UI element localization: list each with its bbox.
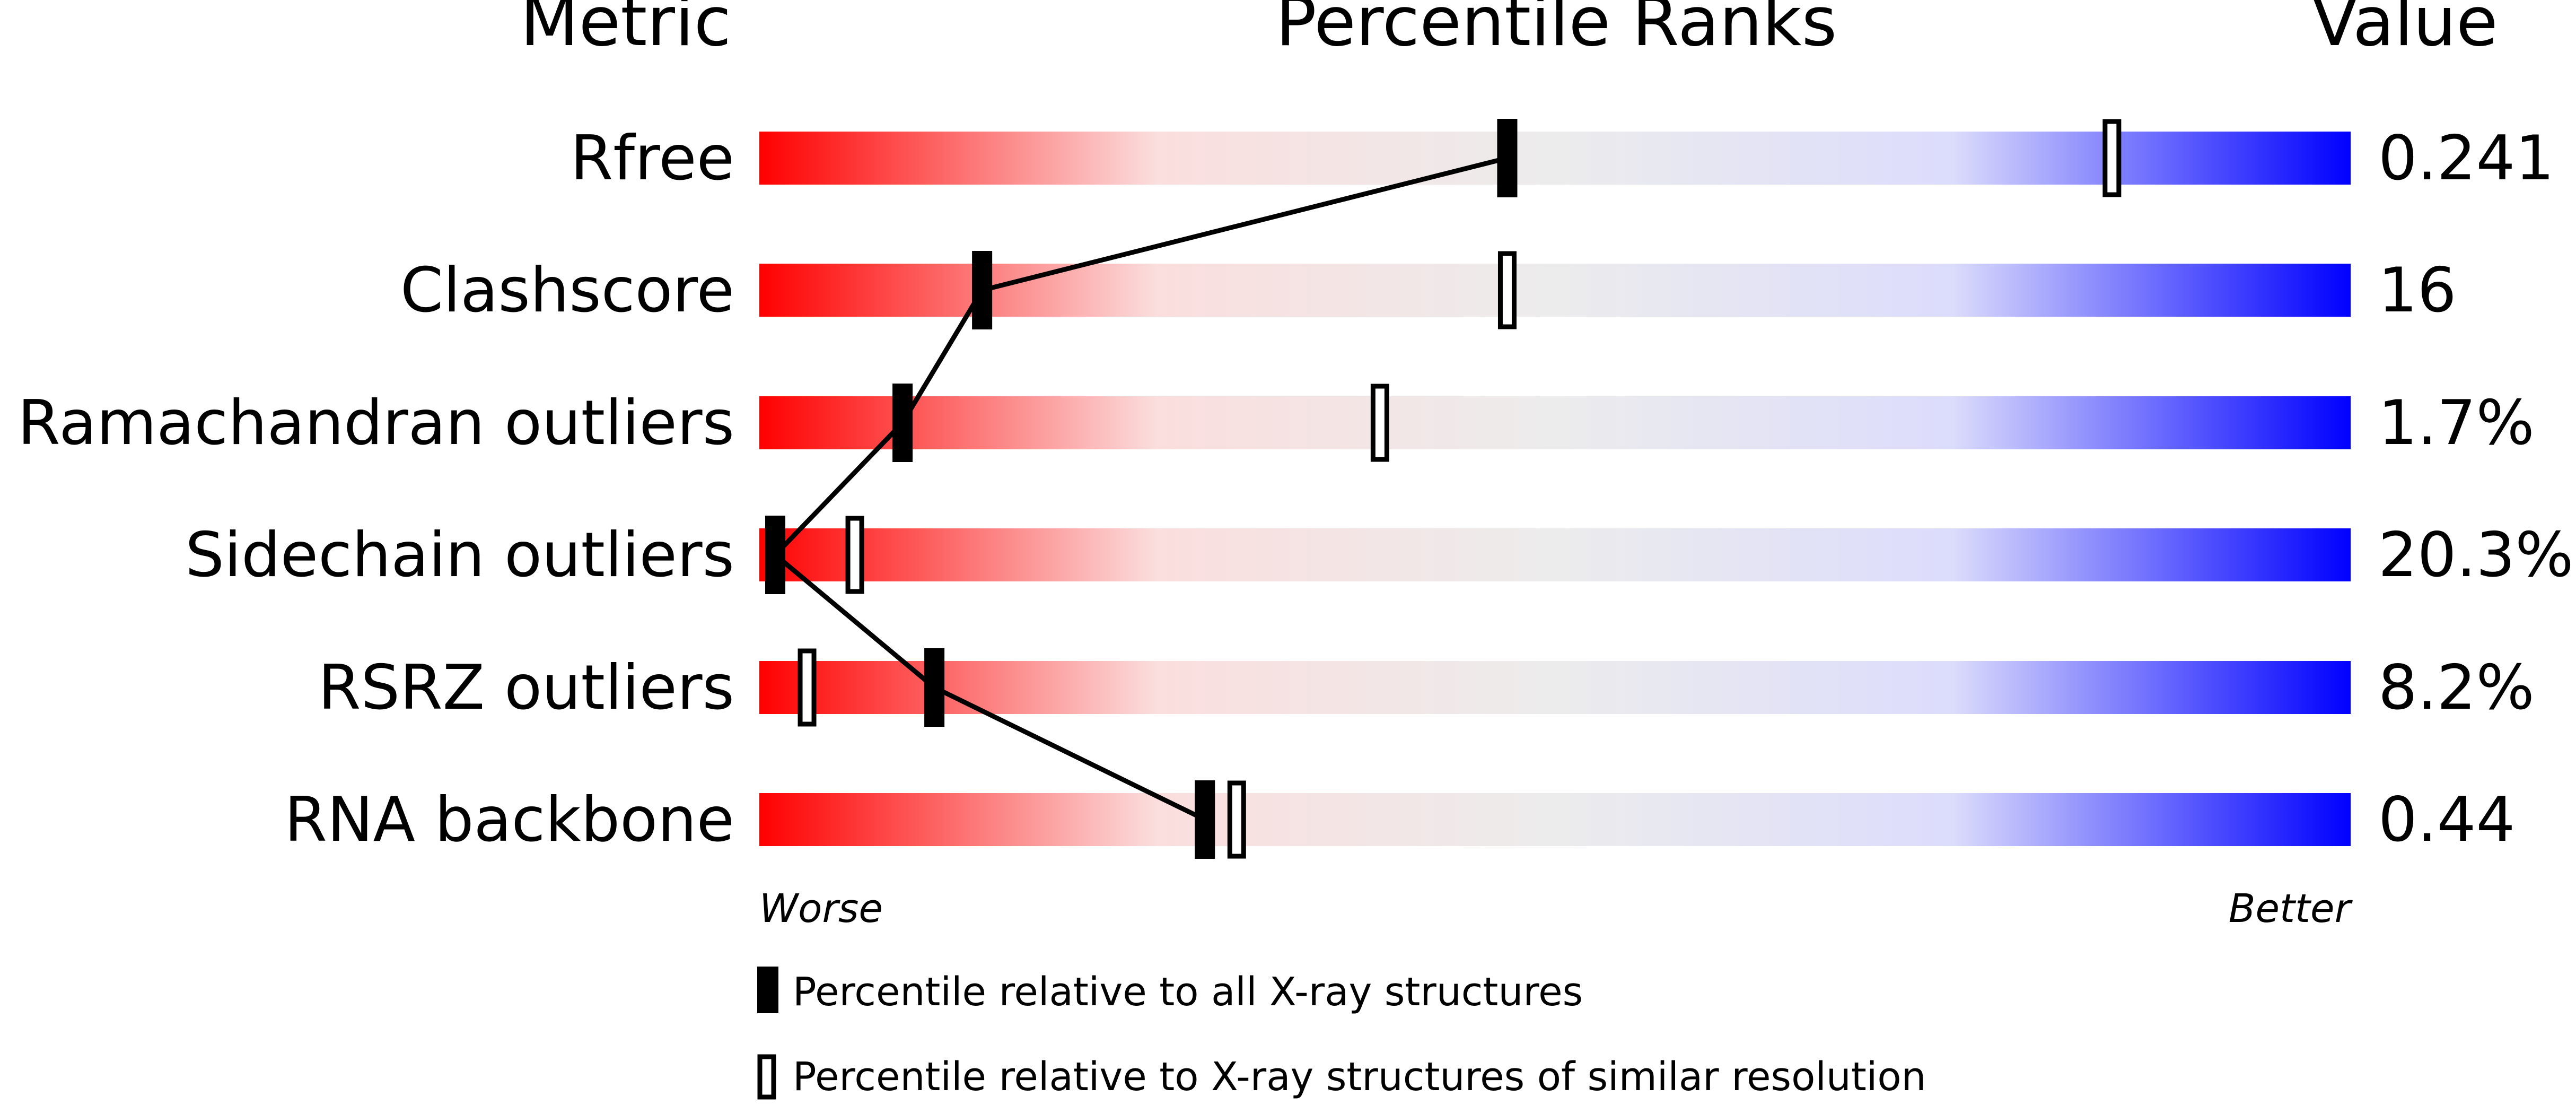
similar-resolution-percentile-marker: [2102, 119, 2122, 197]
metric-labels: Rfree Clashscore Ramachandran outliers Side…: [17, 123, 734, 856]
metric-label: RNA backbone: [284, 784, 734, 856]
all-structures-percentile-marker: [765, 516, 786, 594]
metric-label: Rfree: [571, 123, 734, 194]
metric-bar: [759, 793, 2351, 846]
legend-hollow-marker: [757, 1054, 776, 1100]
metric-bar: [759, 528, 2351, 581]
legend: Percentile relative to all X-ray structu…: [757, 967, 1926, 1100]
similar-resolution-percentile-marker: [798, 648, 817, 727]
all-structures-percentile-marker: [892, 384, 913, 462]
percentile-markers: [765, 119, 2122, 859]
all-structures-percentile-marker: [1497, 119, 1518, 197]
percentile-ranks-header: Percentile Ranks: [1276, 0, 1837, 62]
all-structures-percentile-marker: [924, 648, 945, 727]
legend-filled-marker: [757, 967, 778, 1013]
metric-value: 20.3%: [2378, 519, 2574, 591]
metric-label: Clashscore: [400, 255, 734, 326]
value-header: Value: [2311, 0, 2498, 62]
better-label: Better: [2229, 886, 2353, 932]
metric-label: RSRZ outliers: [318, 652, 734, 724]
legend-similar-resolution-label: Percentile relative to X-ray structures …: [793, 1054, 1926, 1100]
metric-value: 8.2%: [2378, 652, 2535, 724]
metric-header: Metric: [520, 0, 731, 62]
metric-values: 0.241 16 1.7% 20.3% 8.2% 0.44: [2378, 123, 2574, 856]
metric-bar: [759, 661, 2351, 714]
similar-resolution-percentile-marker: [1227, 780, 1246, 859]
all-structures-percentile-marker: [972, 251, 993, 329]
metric-bar: [759, 264, 2351, 317]
all-structures-connector-line: [772, 155, 1508, 822]
metric-value: 0.241: [2378, 123, 2554, 194]
similar-resolution-percentile-marker: [1497, 251, 1517, 329]
all-structures-percentile-marker: [1195, 780, 1215, 859]
metric-label: Ramachandran outliers: [17, 387, 734, 459]
metric-value: 0.44: [2378, 784, 2515, 856]
worse-label: Worse: [759, 886, 883, 932]
metric-value: 1.7%: [2378, 387, 2535, 459]
metric-bar: [759, 132, 2351, 185]
metric-value: 16: [2378, 255, 2457, 326]
legend-all-structures-label: Percentile relative to all X-ray structu…: [793, 969, 1583, 1015]
metric-bars: [759, 132, 2351, 846]
similar-resolution-percentile-marker: [845, 516, 864, 594]
metric-label: Sidechain outliers: [185, 519, 734, 591]
metric-bar: [759, 396, 2351, 449]
similar-resolution-percentile-marker: [1370, 384, 1389, 462]
